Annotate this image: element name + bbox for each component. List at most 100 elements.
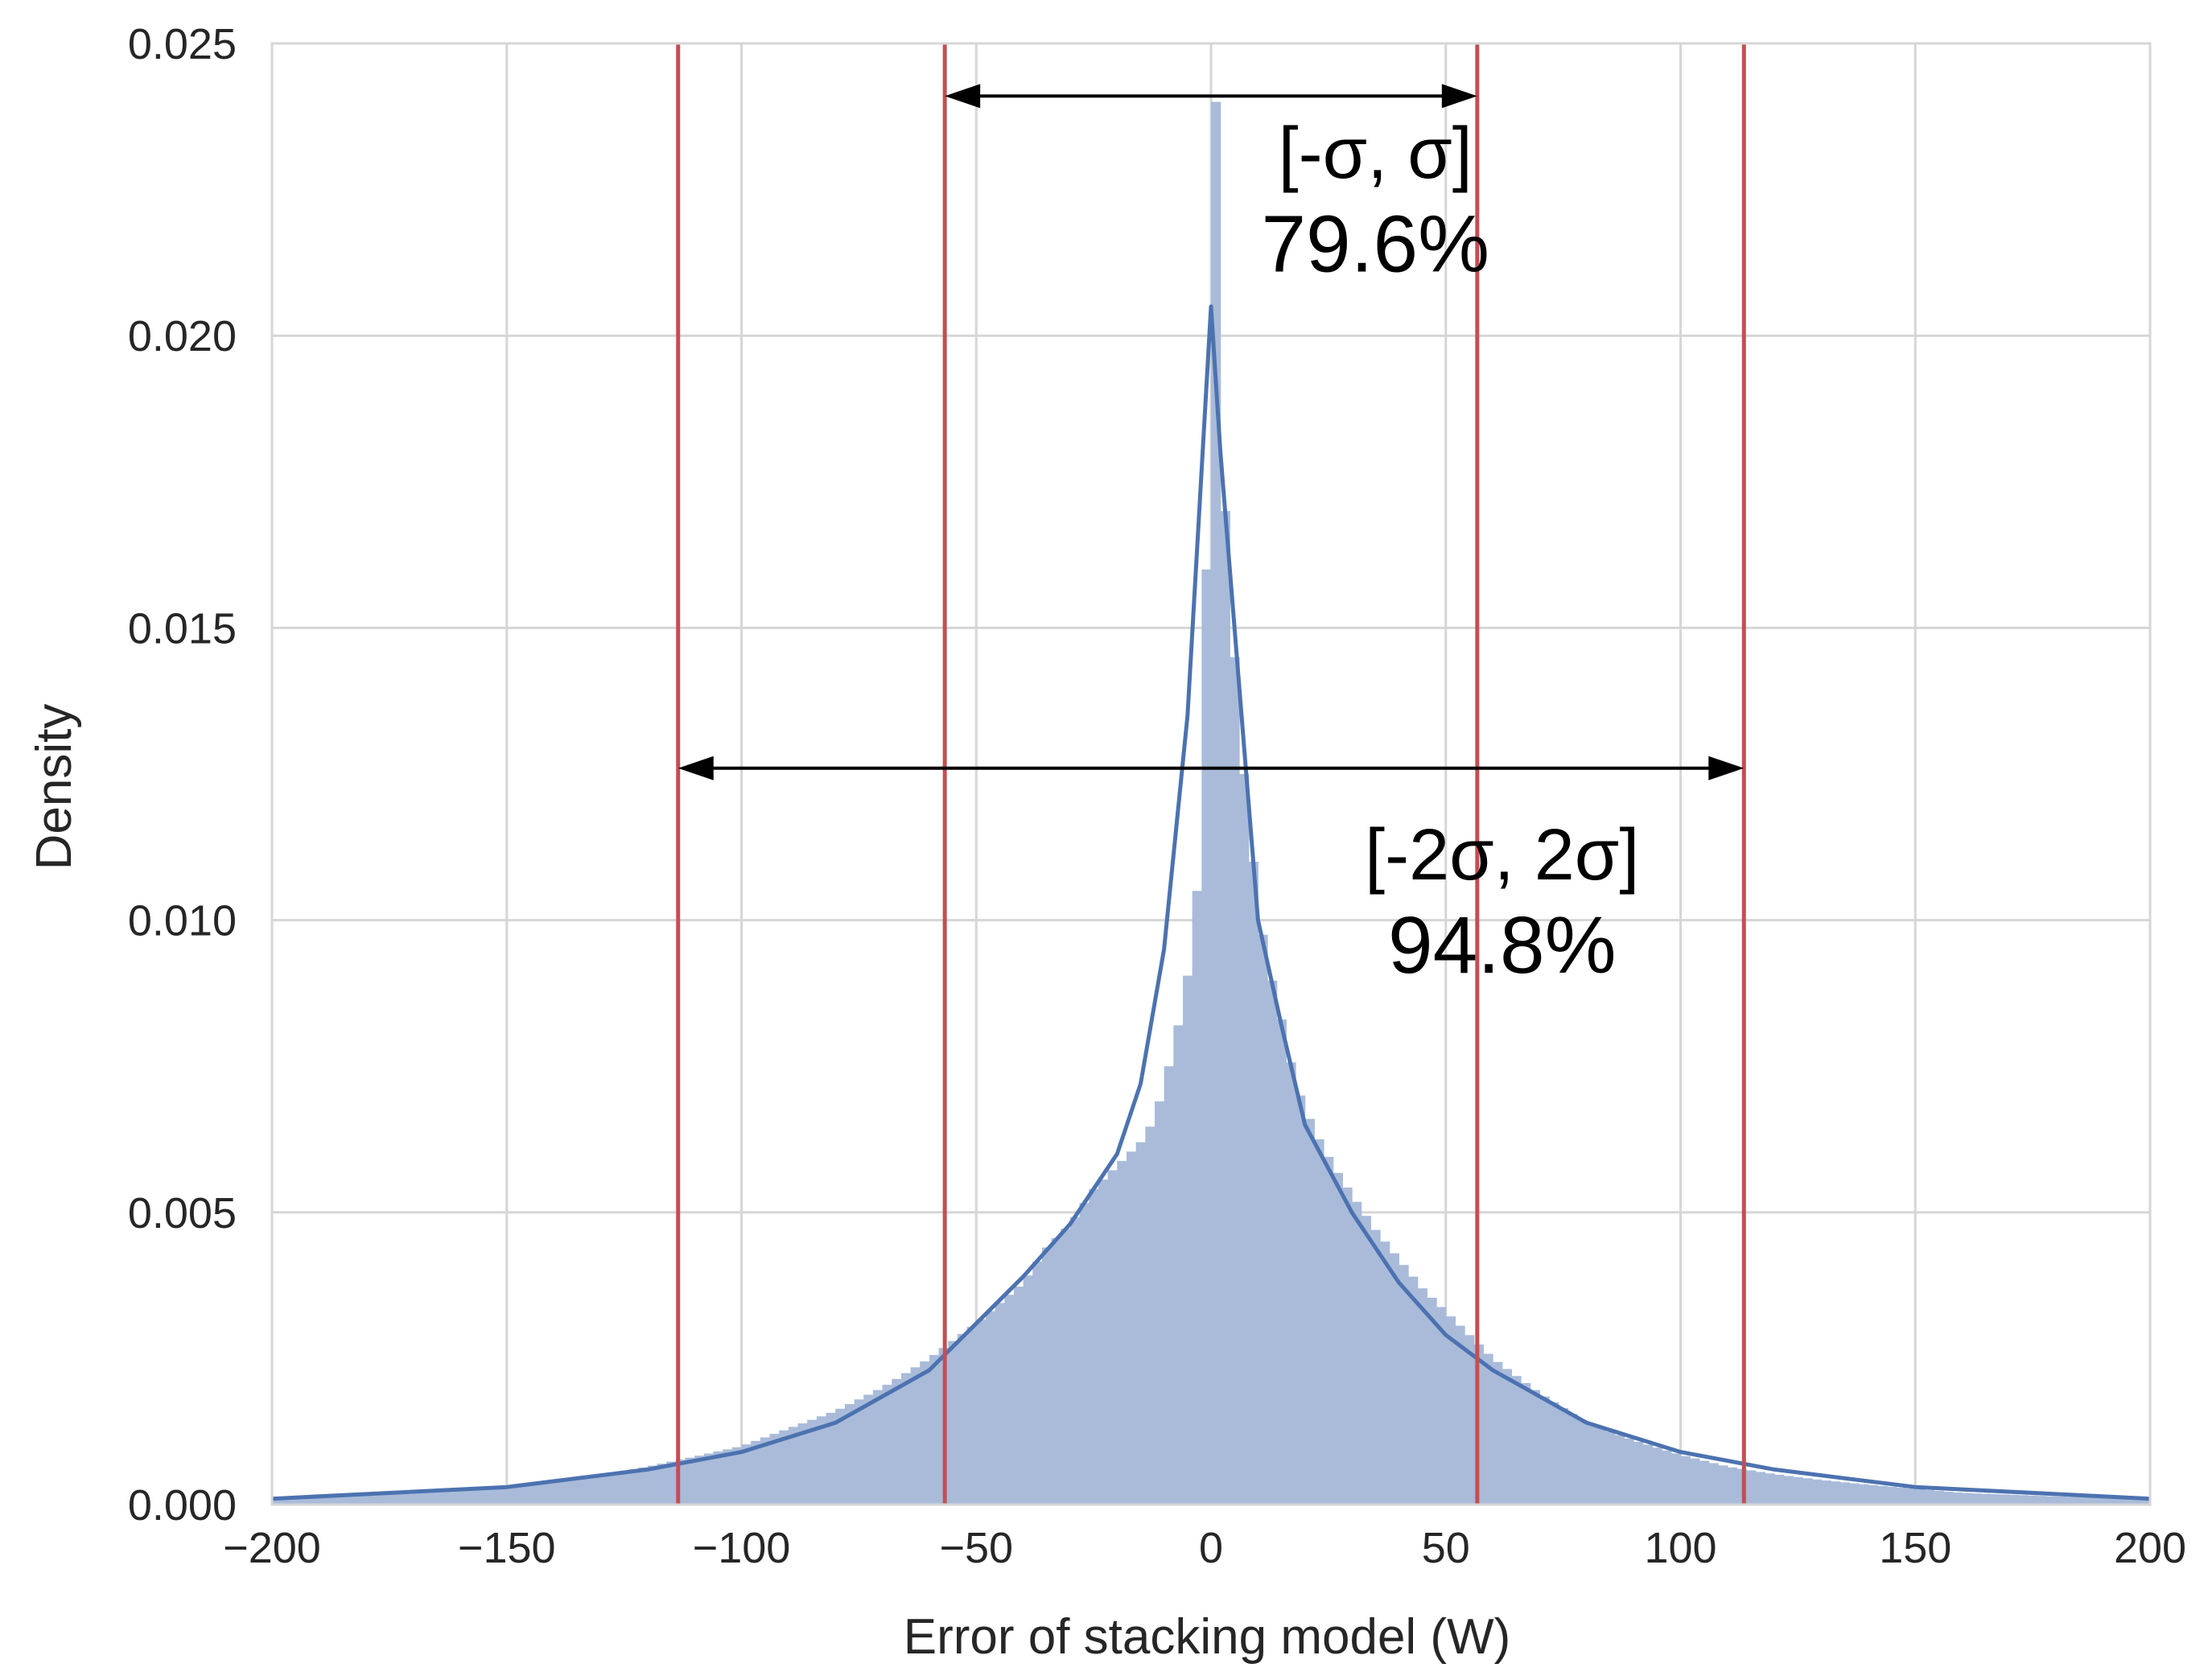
histogram-bar-97 — [1182, 975, 1193, 1505]
histogram-bar-174 — [1905, 1488, 1916, 1505]
histogram-bar-135 — [1539, 1396, 1550, 1505]
histogram-bar-158 — [1755, 1472, 1766, 1505]
histogram-bar-15 — [413, 1493, 423, 1505]
histogram-bar-172 — [1887, 1486, 1897, 1505]
histogram-bar-186 — [2018, 1495, 2029, 1505]
histogram-bar-29 — [544, 1481, 554, 1505]
histogram-bar-33 — [582, 1476, 592, 1505]
plot-border — [270, 42, 2152, 1506]
histogram-bar-62 — [854, 1399, 864, 1505]
histogram-bar-152 — [1699, 1460, 1710, 1505]
histogram-bar-132 — [1511, 1376, 1522, 1505]
histogram-bar-105 — [1258, 934, 1268, 1505]
histogram-bar-103 — [1239, 774, 1250, 1505]
histogram-bar-104 — [1248, 861, 1258, 1505]
histogram-bar-16 — [422, 1492, 432, 1505]
histogram-bar-46 — [703, 1453, 715, 1505]
histogram-bar-194 — [2093, 1497, 2104, 1505]
histogram-bar-95 — [1164, 1066, 1174, 1505]
histogram-bar-109 — [1296, 1095, 1306, 1505]
histogram-bar-149 — [1670, 1453, 1682, 1505]
histogram-bar-52 — [760, 1437, 771, 1505]
histogram-bar-37 — [619, 1471, 630, 1505]
histogram-bar-169 — [1859, 1484, 1869, 1505]
histogram-bar-30 — [554, 1480, 564, 1505]
histogram-bar-34 — [591, 1476, 602, 1505]
histogram-bar-28 — [534, 1483, 546, 1505]
histogram-bar-101 — [1220, 511, 1230, 1505]
interval-annotations: [-σ, σ]79.6% [-2σ, 2σ]94.8% — [1261, 113, 1639, 990]
histogram-bar-125 — [1445, 1316, 1456, 1505]
histogram-bar-120 — [1399, 1265, 1409, 1505]
histogram-bar-5 — [319, 1497, 329, 1505]
histogram-bar-162 — [1793, 1476, 1803, 1505]
histogram-bar-20 — [459, 1490, 470, 1505]
arrow-head-right-1 — [1708, 756, 1745, 780]
y-tick-labels: 0.000 0.005 0.010 0.015 0.020 0.025 — [128, 20, 237, 1530]
histogram-bar-112 — [1324, 1156, 1334, 1505]
histogram-bar-25 — [506, 1486, 517, 1505]
histogram-bar-44 — [685, 1457, 695, 1505]
histogram-bar-155 — [1727, 1467, 1738, 1505]
histogram-bar-79 — [1013, 1287, 1024, 1505]
histogram-bar-189 — [2046, 1496, 2057, 1505]
histogram-bar-168 — [1849, 1483, 1860, 1505]
histogram-bar-151 — [1690, 1458, 1700, 1505]
annotation-interval-sigma2: [-2σ, 2σ] — [1365, 815, 1639, 896]
histogram-bar-136 — [1549, 1402, 1559, 1505]
histogram-bar-77 — [995, 1303, 1005, 1505]
annotation-interval-sigma1: [-σ, σ] — [1279, 113, 1473, 194]
histogram-bar-99 — [1201, 569, 1212, 1505]
histogram-bar-61 — [844, 1404, 855, 1505]
histogram-bar-164 — [1811, 1479, 1823, 1505]
histogram-bar-80 — [1023, 1275, 1033, 1505]
histogram-bar-26 — [516, 1485, 526, 1505]
histogram-bar-4 — [309, 1497, 319, 1505]
histogram-bar-0 — [272, 1498, 282, 1505]
histogram-bar-157 — [1746, 1470, 1757, 1505]
y-tick-label-4: 0.020 — [128, 312, 237, 360]
histogram-bar-68 — [910, 1367, 921, 1505]
histogram-bar-54 — [779, 1430, 789, 1505]
histogram-bar-108 — [1286, 1062, 1296, 1505]
histogram-bar-31 — [562, 1479, 574, 1505]
histogram-bar-36 — [610, 1472, 620, 1505]
histogram-bar-64 — [872, 1390, 884, 1505]
histogram-bar-119 — [1389, 1253, 1399, 1505]
histogram-bar-91 — [1126, 1151, 1137, 1505]
histogram-bar-153 — [1708, 1463, 1719, 1505]
histogram-bar-165 — [1821, 1480, 1831, 1505]
histogram-bar-193 — [2084, 1497, 2095, 1505]
annotation-percent-sigma1: 79.6% — [1261, 199, 1489, 289]
x-tick-label-6: 100 — [1644, 1524, 1716, 1572]
histogram-bar-96 — [1173, 1025, 1184, 1505]
histogram-bar-17 — [431, 1492, 442, 1505]
histogram-bar-131 — [1502, 1369, 1513, 1505]
histogram-bar-144 — [1624, 1438, 1634, 1505]
histogram-bar-176 — [1924, 1489, 1935, 1505]
histogram-bar-83 — [1051, 1237, 1061, 1505]
histogram-bar-27 — [525, 1484, 536, 1505]
histogram-bar-129 — [1483, 1353, 1493, 1505]
histogram-bar-107 — [1276, 1019, 1287, 1505]
histogram-bar-39 — [638, 1467, 649, 1505]
histogram-bar-57 — [807, 1419, 818, 1505]
histogram-bar-126 — [1455, 1325, 1465, 1505]
histogram-bar-14 — [403, 1493, 414, 1505]
histogram-bar-45 — [694, 1456, 705, 1505]
histogram-bar-117 — [1370, 1229, 1381, 1505]
histogram-bar-10 — [365, 1495, 376, 1505]
histogram-bar-115 — [1352, 1201, 1362, 1505]
histogram-bar-195 — [2103, 1497, 2113, 1505]
y-tick-label-5: 0.025 — [128, 20, 237, 68]
kde-curve — [271, 304, 2151, 1501]
histogram-bar-3 — [300, 1497, 311, 1505]
arrow-head-right-0 — [1441, 84, 1477, 109]
histogram-bar-182 — [1980, 1493, 1992, 1505]
histogram-bar-87 — [1089, 1188, 1099, 1505]
histogram-bar-139 — [1577, 1419, 1588, 1505]
histogram-bar-11 — [375, 1495, 385, 1505]
histogram-bar-75 — [976, 1319, 987, 1505]
histogram-bar-7 — [337, 1497, 348, 1505]
histogram-bar-134 — [1530, 1390, 1541, 1505]
